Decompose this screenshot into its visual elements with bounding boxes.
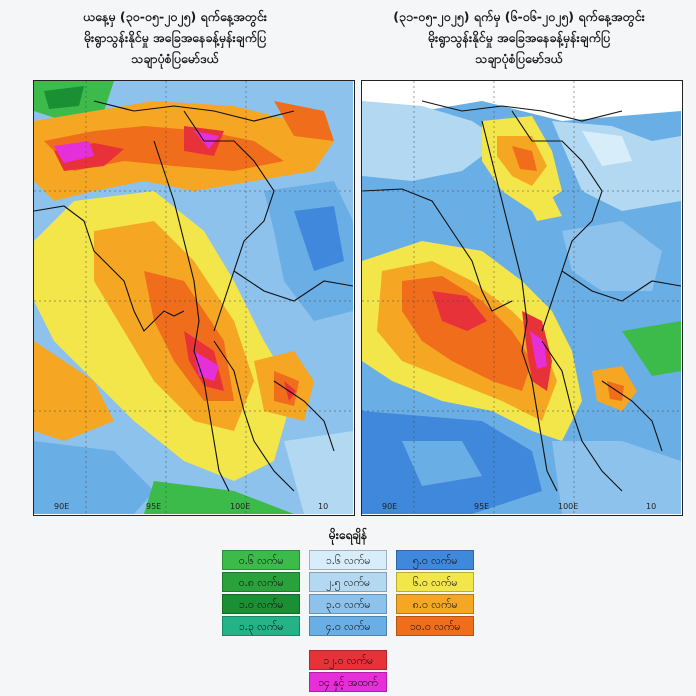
right-title-line-2: မိုးရွာသွန်းနိုင်မှု အခြေအနေခန့်မှန်းချက…	[427, 30, 611, 45]
legend-swatch: ၃.၀ လက်မ	[309, 594, 387, 614]
right-lon-label-95: 95E	[474, 502, 489, 511]
legend-swatch: ၆.၀ လက်မ	[396, 572, 474, 592]
right-panel-title: (၃၁-၀၅-၂၀၂၅) ရက်မှ (၆-၀၆-၂၀၂၅) ရက်နေ့အတွ…	[354, 6, 684, 69]
legend-swatch: ၁၂.၀ လက်မ	[309, 650, 387, 670]
legend-swatch: ၁၄ နှင့် အထက်	[309, 672, 387, 692]
legend-swatch: ၀.၈ လက်မ	[222, 572, 300, 592]
legend-swatch: ၂.၅ လက်မ	[309, 572, 387, 592]
legend-swatch: ၁.၆ လက်မ	[309, 550, 387, 570]
left-title-line-1: ယနေ့မှ (၃၀-၀၅-၂၀၂၅) ရက်နေ့အတွင်း	[83, 9, 267, 24]
legend-swatch: ၅.၀ လက်မ	[396, 550, 474, 570]
right-lon-label-100: 100E	[558, 502, 578, 511]
legend-swatch: ၈.၀ လက်မ	[396, 594, 474, 614]
left-lon-label-90: 90E	[54, 502, 69, 511]
left-title-line-3: သချာပုံစံပြမော်ဒယ်	[131, 51, 219, 66]
left-lon-label-100: 100E	[230, 502, 250, 511]
legend-swatch: ၄.၀ လက်မ	[309, 616, 387, 636]
legend-swatch: ၁.၃ လက်မ	[222, 616, 300, 636]
left-lon-label-95: 95E	[146, 502, 161, 511]
legend-column-4: ၁၂.၀ လက်မ ၁၄ နှင့် အထက်	[309, 650, 387, 694]
left-rainfall-map: 90E 95E 100E 10	[33, 80, 355, 516]
left-lon-label-105: 10	[318, 502, 328, 511]
left-title-line-2: မိုးရွာသွန်းနိုင်မှု အခြေအနေခန့်မှန်းချက…	[83, 30, 267, 45]
left-panel-title: ယနေ့မှ (၃၀-၀၅-၂၀၂၅) ရက်နေ့အတွင်း မိုးရွာ…	[10, 6, 340, 69]
legend-swatch: ၁၀.၀ လက်မ	[396, 616, 474, 636]
legend-swatch: ၀.၆ လက်မ	[222, 550, 300, 570]
right-rainfall-map: 90E 95E 100E 10	[361, 80, 683, 516]
legend-column-1: ၀.၆ လက်မ ၀.၈ လက်မ ၁.၀ လက်မ ၁.၃ လက်မ	[222, 550, 300, 638]
right-title-line-3: သချာပုံစံပြမော်ဒယ်	[475, 51, 563, 66]
legend-column-2: ၁.၆ လက်မ ၂.၅ လက်မ ၃.၀ လက်မ ၄.၀ လက်မ	[309, 550, 387, 638]
right-title-line-1: (၃၁-၀၅-၂၀၂၅) ရက်မှ (၆-၀၆-၂၀၂၅) ရက်နေ့အတွ…	[393, 9, 645, 24]
right-lon-label-105: 10	[646, 502, 656, 511]
legend-title: မိုးရေချိန်	[328, 528, 368, 542]
legend-column-3: ၅.၀ လက်မ ၆.၀ လက်မ ၈.၀ လက်မ ၁၀.၀ လက်မ	[396, 550, 474, 638]
right-lon-label-90: 90E	[382, 502, 397, 511]
legend-swatch: ၁.၀ လက်မ	[222, 594, 300, 614]
